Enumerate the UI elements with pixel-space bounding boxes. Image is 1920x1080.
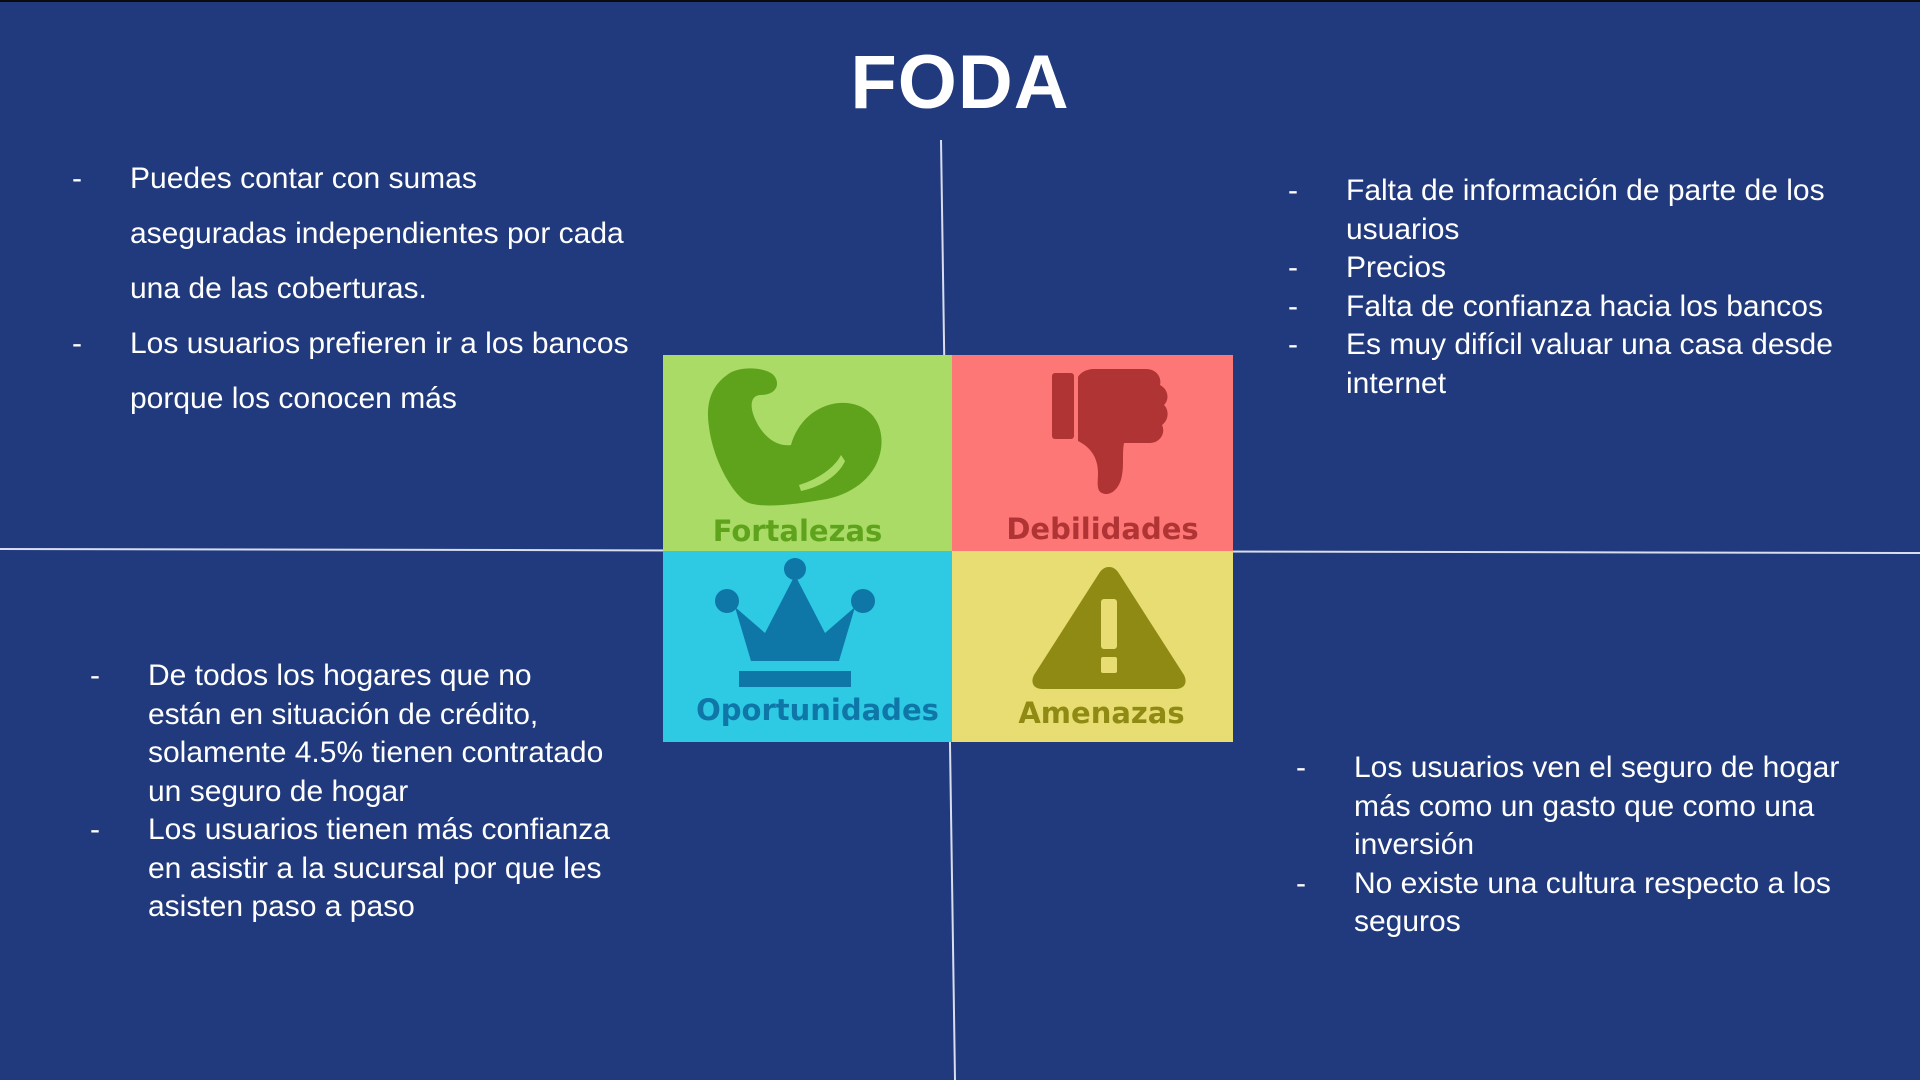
label-oportunidades: Oportunidades bbox=[696, 693, 939, 727]
list-item: - Falta de confianza hacia los bancos bbox=[1288, 288, 1848, 327]
list-item: - De todos los hogares que no están en si… bbox=[90, 657, 610, 811]
slide-title: FODA bbox=[850, 40, 1070, 125]
oportunidades-list: - De todos los hogares que no están en si… bbox=[90, 657, 610, 927]
bullet-dash: - bbox=[72, 327, 82, 360]
flexed-arm-icon bbox=[707, 368, 882, 506]
bullet-dash: - bbox=[1296, 751, 1306, 784]
debilidades-item-text: Precios bbox=[1346, 251, 1447, 284]
list-item: - Puedes contar con sumas aseguradas inde… bbox=[72, 151, 632, 316]
foda-matrix: Fortalezas Debilidades Op bbox=[663, 355, 1233, 742]
oportunidades-item-text: De todos los hogares que no están en sit… bbox=[148, 659, 604, 808]
bullet-dash: - bbox=[1288, 328, 1298, 361]
amenazas-item-text: Los usuarios ven el seguro de hogar más … bbox=[1354, 751, 1840, 861]
list-item: - Precios bbox=[1288, 249, 1848, 288]
fortalezas-item-text: Puedes contar con sumas aseguradas indep… bbox=[130, 162, 624, 305]
bullet-dash: - bbox=[90, 813, 100, 846]
top-edge-strip bbox=[0, 0, 1920, 2]
quadrant-oportunidades: Oportunidades bbox=[663, 551, 952, 742]
list-item: - Los usuarios ven el seguro de hogar más… bbox=[1296, 749, 1856, 865]
label-debilidades: Debilidades bbox=[1006, 512, 1199, 546]
bullet-dash: - bbox=[90, 659, 100, 692]
quadrant-debilidades: Debilidades bbox=[952, 355, 1233, 551]
bullet-dash: - bbox=[1288, 251, 1298, 284]
debilidades-item-text: Es muy difícil valuar una casa desde int… bbox=[1346, 328, 1833, 400]
list-item: - Falta de información de parte de los us… bbox=[1288, 172, 1848, 249]
debilidades-item-text: Falta de información de parte de los usu… bbox=[1346, 174, 1825, 246]
warning-triangle-icon bbox=[1032, 567, 1186, 689]
amenazas-list: - Los usuarios ven el seguro de hogar más… bbox=[1296, 749, 1856, 942]
debilidades-item-text: Falta de confianza hacia los bancos bbox=[1346, 289, 1823, 323]
bullet-dash: - bbox=[1288, 289, 1298, 323]
list-item: - Es muy difícil valuar una casa desde in… bbox=[1288, 326, 1848, 403]
quadrant-fortalezas: Fortalezas bbox=[663, 355, 952, 551]
crown-icon bbox=[715, 558, 875, 687]
fortalezas-item-text: Los usuarios prefieren ir a los bancos p… bbox=[130, 327, 629, 415]
fortalezas-list: - Puedes contar con sumas aseguradas inde… bbox=[72, 151, 632, 426]
amenazas-item-text: No existe una cultura respecto a los seg… bbox=[1354, 866, 1831, 939]
label-fortalezas: Fortalezas bbox=[712, 514, 883, 548]
list-item: - Los usuarios prefieren ir a los bancos … bbox=[72, 316, 632, 426]
debilidades-list: - Falta de información de parte de los us… bbox=[1288, 172, 1848, 403]
bullet-dash: - bbox=[1296, 866, 1306, 900]
quadrant-amenazas: Amenazas bbox=[952, 551, 1233, 742]
thumbs-down-icon bbox=[1052, 369, 1168, 495]
label-amenazas: Amenazas bbox=[1018, 696, 1185, 730]
bullet-dash: - bbox=[72, 162, 82, 195]
bullet-dash: - bbox=[1288, 174, 1298, 207]
list-item: - No existe una cultura respecto a los se… bbox=[1296, 865, 1856, 942]
list-item: - Los usuarios tienen más confianza en as… bbox=[90, 811, 610, 927]
oportunidades-item-text: Los usuarios tienen más confianza en asi… bbox=[148, 813, 610, 923]
